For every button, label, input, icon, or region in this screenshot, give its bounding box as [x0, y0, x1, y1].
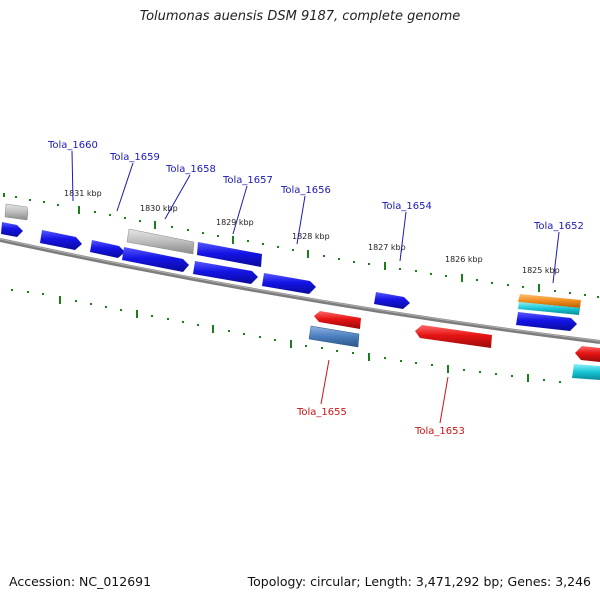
gene-feature[interactable]: [90, 240, 125, 258]
gene-feature[interactable]: [40, 230, 82, 250]
genome-summary-text: Topology: circular; Length: 3,471,292 bp…: [247, 574, 591, 589]
tick-label: 1828 kbp: [292, 232, 330, 241]
gene-feature[interactable]: [374, 292, 410, 309]
gene-feature[interactable]: [193, 261, 258, 284]
outer-tick-track: [3, 193, 599, 298]
gene-feature[interactable]: [122, 247, 189, 272]
accession-text: Accession: NC_012691: [9, 574, 152, 589]
gene-label-tola-1654[interactable]: Tola_1654: [381, 201, 432, 212]
gene-feature[interactable]: [516, 312, 577, 331]
pseudogene-feature[interactable]: [4, 203, 29, 221]
cyan-feature[interactable]: [518, 302, 580, 315]
inner-tick-track: [11, 289, 561, 383]
gene-label-tola-1660[interactable]: Tola_1660: [47, 140, 98, 151]
tick-label: 1826 kbp: [445, 255, 483, 264]
gene-label-tola-1656[interactable]: Tola_1656: [280, 185, 331, 196]
gene-feature[interactable]: [575, 346, 600, 362]
label-leaders: [71, 150, 560, 424]
gene-label-tola-1652[interactable]: Tola_1652: [533, 221, 584, 232]
tick-label: 1825 kbp: [522, 266, 560, 275]
tick-label: 1831 kbp: [64, 189, 102, 198]
rna-feature[interactable]: [308, 325, 360, 348]
orange-feature[interactable]: [518, 294, 581, 308]
tick-label: 1830 kbp: [140, 204, 178, 213]
forward-strand-track: [1, 203, 581, 331]
gene-label-tola-1653[interactable]: Tola_1653: [414, 426, 465, 437]
gene-label-tola-1659[interactable]: Tola_1659: [109, 152, 160, 163]
gene-feature[interactable]: [415, 325, 492, 348]
pseudogene-feature[interactable]: [126, 228, 195, 255]
gene-feature[interactable]: [197, 242, 262, 267]
reverse-strand-track: [308, 311, 600, 380]
cyan-feature[interactable]: [572, 364, 600, 380]
gene-label-tola-1655[interactable]: Tola_1655: [296, 407, 347, 418]
tick-label: 1829 kbp: [216, 218, 254, 227]
gene-feature[interactable]: [1, 222, 23, 237]
gene-label-tola-1658[interactable]: Tola_1658: [165, 164, 216, 175]
gene-labels: Tola_1660 Tola_1659 Tola_1658 Tola_1657 …: [47, 140, 584, 437]
tick-label: 1827 kbp: [368, 243, 406, 252]
gene-feature[interactable]: [314, 311, 361, 329]
genome-backbone: [0, 238, 600, 344]
gene-label-tola-1657[interactable]: Tola_1657: [222, 175, 273, 186]
scale-labels: 1831 kbp 1830 kbp 1829 kbp 1828 kbp 1827…: [64, 189, 560, 275]
map-title: Tolumonas auensis DSM 9187, complete gen…: [139, 9, 461, 24]
gene-feature[interactable]: [262, 273, 316, 294]
